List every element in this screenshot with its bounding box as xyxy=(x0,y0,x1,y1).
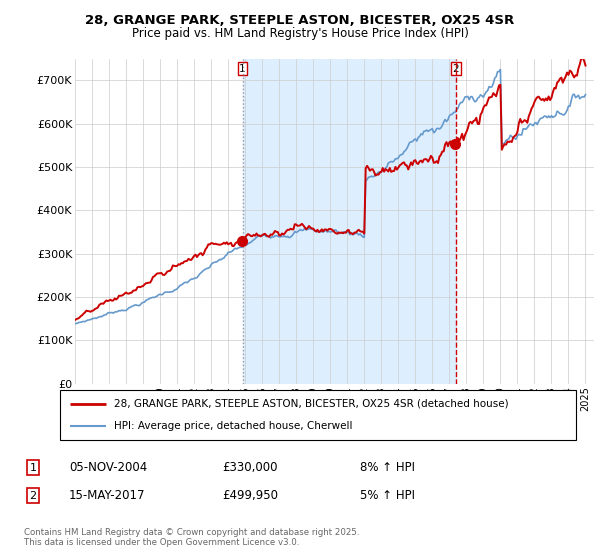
Text: 05-NOV-2004: 05-NOV-2004 xyxy=(69,461,147,474)
Text: £499,950: £499,950 xyxy=(222,489,278,502)
Text: 8% ↑ HPI: 8% ↑ HPI xyxy=(360,461,415,474)
FancyBboxPatch shape xyxy=(60,390,576,440)
Bar xyxy=(242,59,455,384)
Text: £330,000: £330,000 xyxy=(222,461,277,474)
Text: 28, GRANGE PARK, STEEPLE ASTON, BICESTER, OX25 4SR (detached house): 28, GRANGE PARK, STEEPLE ASTON, BICESTER… xyxy=(114,399,509,409)
Text: 2: 2 xyxy=(452,64,459,74)
Text: 1: 1 xyxy=(29,463,37,473)
Text: 1: 1 xyxy=(239,64,246,74)
Text: 5% ↑ HPI: 5% ↑ HPI xyxy=(360,489,415,502)
Text: 28, GRANGE PARK, STEEPLE ASTON, BICESTER, OX25 4SR: 28, GRANGE PARK, STEEPLE ASTON, BICESTER… xyxy=(85,14,515,27)
Text: 15-MAY-2017: 15-MAY-2017 xyxy=(69,489,146,502)
Text: HPI: Average price, detached house, Cherwell: HPI: Average price, detached house, Cher… xyxy=(114,421,353,431)
Text: Price paid vs. HM Land Registry's House Price Index (HPI): Price paid vs. HM Land Registry's House … xyxy=(131,27,469,40)
Text: 2: 2 xyxy=(29,491,37,501)
Text: Contains HM Land Registry data © Crown copyright and database right 2025.
This d: Contains HM Land Registry data © Crown c… xyxy=(24,528,359,547)
